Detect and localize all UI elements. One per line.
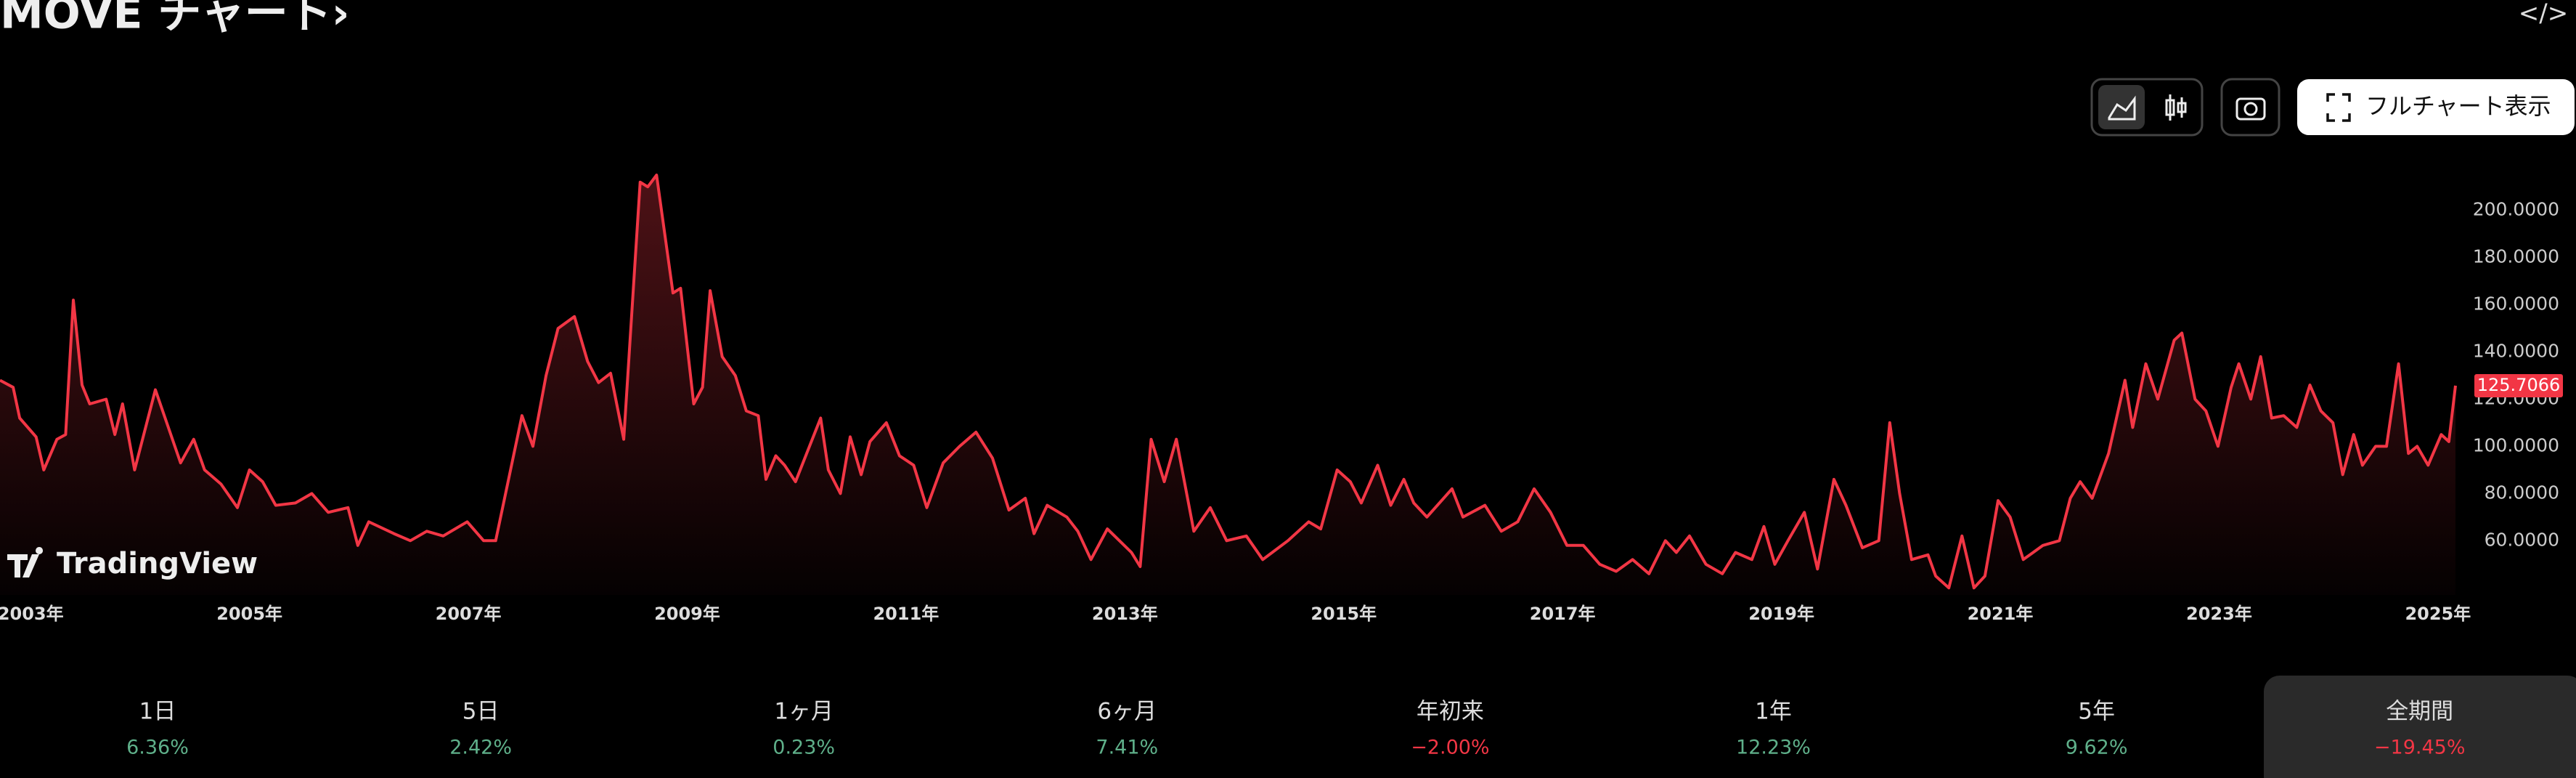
title[interactable]: MOVE チャート› bbox=[0, 0, 350, 39]
period-row: 1日 6.36% 5日 2.42% 1ヶ月 0.23% 6ヶ月 7.41% 年初来 −2.00% 1… bbox=[126, 676, 2576, 778]
chart-style-group bbox=[2090, 78, 2204, 137]
chart: 60.000080.0000100.0000120.0000140.000016… bbox=[0, 174, 2563, 624]
period-change: 12.23% bbox=[1736, 737, 1811, 759]
x-tick-label: 2023年 bbox=[2186, 604, 2252, 624]
x-tick-label: 2019年 bbox=[1748, 604, 1814, 624]
x-tick-label: 2005年 bbox=[216, 604, 282, 624]
last-price-label: 125.7066 bbox=[2477, 375, 2561, 395]
period-label[interactable]: 全期間 bbox=[2386, 699, 2453, 725]
period-label[interactable]: 年初来 bbox=[1417, 699, 1484, 725]
period-label[interactable]: 1ヶ月 bbox=[774, 699, 833, 725]
candle-icon[interactable] bbox=[2165, 94, 2187, 121]
last-price-box bbox=[2474, 373, 2563, 397]
period-change: 7.41% bbox=[1096, 737, 1158, 759]
period-change: 9.62% bbox=[2066, 737, 2128, 759]
y-tick-label: 80.0000 bbox=[2485, 482, 2559, 503]
x-tick-label: 2021年 bbox=[1968, 604, 2034, 624]
y-tick-label: 60.0000 bbox=[2485, 529, 2559, 550]
y-tick-label: 140.0000 bbox=[2473, 341, 2559, 362]
x-tick-label: 2013年 bbox=[1092, 604, 1158, 624]
full-chart-label[interactable]: フルチャート表示 bbox=[2365, 92, 2551, 120]
embed-icon[interactable]: </> bbox=[2519, 0, 2568, 28]
x-tick-label: 2011年 bbox=[873, 604, 939, 624]
watermark: TradingView bbox=[7, 547, 258, 580]
period-label[interactable]: 5日 bbox=[462, 699, 500, 725]
period-change: −19.45% bbox=[2374, 737, 2466, 759]
period-label[interactable]: 1日 bbox=[139, 699, 176, 725]
area-icon bbox=[2108, 95, 2136, 121]
x-tick-label: 2025年 bbox=[2405, 604, 2471, 624]
period-change: −2.00% bbox=[1411, 737, 1489, 759]
x-tick-label: 2017年 bbox=[1530, 604, 1596, 624]
y-tick-label: 200.0000 bbox=[2473, 199, 2559, 220]
y-tick-label: 100.0000 bbox=[2473, 434, 2559, 455]
y-tick-label: 160.0000 bbox=[2473, 293, 2559, 315]
x-tick-label: 2009年 bbox=[654, 604, 720, 624]
price-line bbox=[0, 174, 2457, 590]
x-tick-label: 2007年 bbox=[436, 604, 502, 624]
full-chart-button[interactable] bbox=[2297, 79, 2575, 135]
fullscreen-icon bbox=[2326, 93, 2351, 122]
period-label[interactable]: 5年 bbox=[2078, 699, 2115, 725]
period-change: 6.36% bbox=[126, 737, 189, 759]
period-change: 0.23% bbox=[773, 737, 835, 759]
period-label[interactable]: 6ヶ月 bbox=[1097, 699, 1157, 725]
camera-icon bbox=[2235, 97, 2266, 121]
y-tick-label: 180.0000 bbox=[2473, 246, 2559, 267]
x-tick-label: 2003年 bbox=[0, 604, 64, 624]
period-label[interactable]: 1年 bbox=[1755, 699, 1792, 725]
x-tick-label: 2015年 bbox=[1311, 604, 1377, 624]
watermark-text: TradingView bbox=[57, 547, 258, 580]
snapshot-button[interactable] bbox=[2220, 78, 2281, 137]
area-fill bbox=[0, 175, 2455, 595]
period-change: 2.42% bbox=[449, 737, 512, 759]
period-selected bbox=[2264, 676, 2576, 778]
